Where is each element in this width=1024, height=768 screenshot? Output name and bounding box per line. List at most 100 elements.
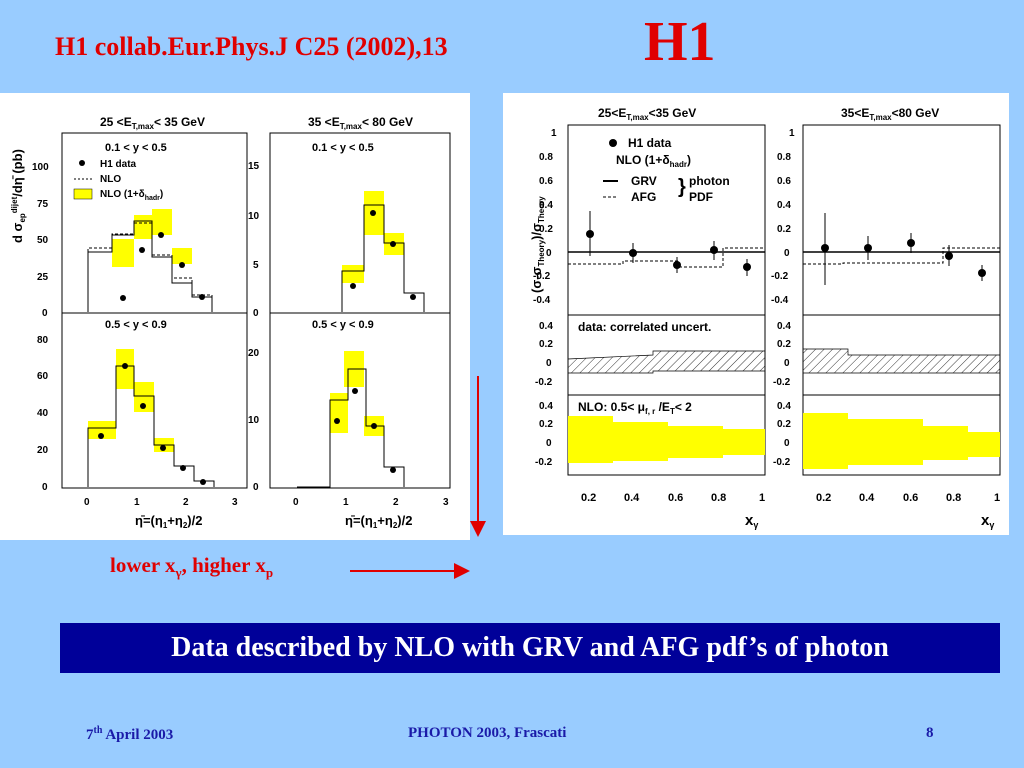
footer-date: 7th April 2003: [86, 725, 174, 743]
legend-nlo-hadr-label: NLO (1+δhadr): [100, 189, 163, 202]
right-yticks: -0.4 -0.2 0 0.2 0.4 0.6 0.8 1 -0.4 -0.2 …: [533, 128, 795, 306]
svg-text:0.2: 0.2: [581, 492, 596, 504]
svg-text:3: 3: [443, 497, 449, 508]
svg-text:0.4: 0.4: [539, 321, 553, 332]
svg-text:-0.2: -0.2: [535, 377, 553, 388]
cut-label-tl: 0.1 < y < 0.5: [105, 142, 167, 154]
svg-text:0.2: 0.2: [816, 492, 831, 504]
left-xlabel-1: η̄=(η1+η2)/2: [135, 513, 202, 530]
svg-text:0: 0: [784, 248, 790, 259]
right-col2-header: 35<ET,max<80 GeV: [841, 106, 939, 122]
rlegend-pdf: PDF: [689, 190, 713, 204]
svg-text:-0.2: -0.2: [533, 271, 551, 282]
footer-conference: PHOTON 2003, Frascati: [408, 725, 567, 741]
svg-text:0.8: 0.8: [777, 152, 791, 163]
svg-text:-0.2: -0.2: [773, 377, 791, 388]
svg-text:20: 20: [37, 445, 49, 456]
svg-text:0: 0: [253, 308, 259, 319]
svg-text:0.2: 0.2: [539, 339, 553, 350]
right-xticks: 0.2 0.4 0.6 0.8 1 0.2 0.4 0.6 0.8 1: [581, 492, 1000, 504]
right-col1-header: 25<ET,max<35 GeV: [598, 106, 696, 122]
svg-text:-0.2: -0.2: [771, 271, 789, 282]
svg-text:-0.4: -0.4: [771, 295, 789, 306]
frame-top-right: [269, 132, 451, 314]
svg-text:50: 50: [37, 235, 49, 246]
band2-label: NLO: 0.5< μf, r /ET< 2: [578, 400, 692, 416]
scale-band-1: [568, 416, 765, 463]
rlegend-data: H1 data: [628, 136, 672, 150]
corr-band-2: [802, 348, 1001, 374]
svg-text:0.2: 0.2: [777, 339, 791, 350]
svg-text:0.4: 0.4: [539, 200, 553, 211]
left-xlabel-2: η̄=(η1+η2)/2: [345, 513, 412, 530]
svg-text:0: 0: [546, 248, 552, 259]
right-figure-svg: 25<ET,max<35 GeV 35<ET,max<80 GeV (σ-σTh…: [529, 106, 1001, 530]
right-ylabel: (σ-σTheory)/σTheory: [529, 196, 546, 293]
left-col2-header: 35 <ET,max< 80 GeV: [308, 115, 413, 131]
rlegend-data-marker: [609, 139, 617, 147]
left-ylabel: d σepdijet/dη̄ (pb): [10, 149, 27, 243]
svg-text:80: 80: [37, 335, 49, 346]
left-xticks: 0 1 2 3 0 1 2 3: [84, 497, 449, 508]
svg-text:-0.4: -0.4: [533, 295, 551, 306]
page-number: 8: [926, 725, 934, 741]
svg-text:40: 40: [37, 408, 49, 419]
legend-nlo-hadr-box: [73, 188, 93, 200]
corr-band-1: [567, 350, 766, 374]
svg-text:1: 1: [134, 497, 140, 508]
cut-label-bl: 0.5 < y < 0.9: [105, 319, 167, 331]
svg-text:0.6: 0.6: [777, 176, 791, 187]
conclusion-banner: Data described by NLO with GRV and AFG p…: [60, 623, 1000, 673]
svg-text:0.6: 0.6: [668, 492, 683, 504]
svg-text:5: 5: [253, 260, 259, 271]
svg-text:1: 1: [343, 497, 349, 508]
rlegend-photon: photon: [689, 174, 730, 188]
hist-bottom-right: [297, 351, 405, 488]
svg-text:1: 1: [551, 128, 557, 139]
svg-text:75: 75: [37, 199, 49, 210]
scale-band-2: [803, 413, 1000, 469]
svg-text:1: 1: [994, 492, 1000, 504]
svg-text:25: 25: [37, 272, 49, 283]
left-col1-header: 25 <ET,max< 35 GeV: [100, 115, 205, 131]
right-xlabel-2: xγ: [981, 512, 994, 530]
svg-text:0: 0: [42, 482, 48, 493]
svg-text:0.4: 0.4: [777, 401, 791, 412]
hist-bottom-left: [87, 349, 215, 487]
cut-label-tr: 0.1 < y < 0.5: [312, 142, 374, 154]
legend-data-label: H1 data: [100, 159, 137, 170]
band1-label: data: correlated uncert.: [578, 320, 711, 334]
svg-text:0.6: 0.6: [903, 492, 918, 504]
hist-top-left: [87, 209, 213, 312]
legend-data-marker: [79, 160, 85, 166]
svg-text:0.2: 0.2: [777, 419, 791, 430]
svg-text:3: 3: [232, 497, 238, 508]
svg-text:0.8: 0.8: [946, 492, 961, 504]
slide-title: H1 collab.Eur.Phys.J C25 (2002),13: [55, 32, 448, 61]
svg-text:0: 0: [253, 482, 259, 493]
svg-text:60: 60: [37, 371, 49, 382]
cut-label-br: 0.5 < y < 0.9: [312, 319, 374, 331]
rlegend-nlo: NLO (1+δhadr): [616, 153, 691, 169]
svg-text:0.4: 0.4: [777, 321, 791, 332]
svg-text:1: 1: [759, 492, 765, 504]
svg-text:0.6: 0.6: [539, 176, 553, 187]
frame-bottom-left: [61, 312, 248, 489]
svg-text:10: 10: [248, 211, 260, 222]
left-yticks: 0 25 50 75 100 0 5 10 15 0 20 40 60 80 0…: [32, 161, 260, 493]
svg-text:0.2: 0.2: [777, 224, 791, 235]
svg-text:1: 1: [789, 128, 795, 139]
rframe-main-2: [802, 124, 1001, 316]
right-xlabel-1: xγ: [745, 512, 758, 530]
svg-text:0.4: 0.4: [859, 492, 875, 504]
rlegend-brace: }: [678, 176, 686, 198]
svg-text:0: 0: [546, 438, 552, 449]
svg-text:-0.2: -0.2: [773, 457, 791, 468]
svg-text:0.2: 0.2: [539, 224, 553, 235]
svg-text:15: 15: [248, 161, 260, 172]
rlegend-afg: AFG: [631, 190, 656, 204]
svg-text:0.8: 0.8: [539, 152, 553, 163]
rlegend-grv: GRV: [631, 174, 657, 188]
ratio-points-1: [586, 211, 751, 276]
svg-text:0.4: 0.4: [624, 492, 640, 504]
